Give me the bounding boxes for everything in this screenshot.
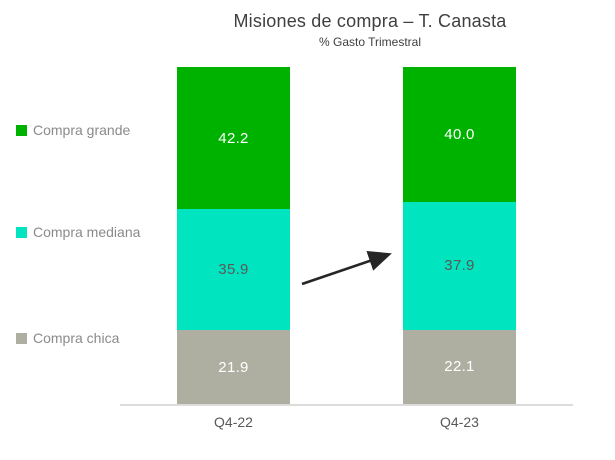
legend-item-compra-grande: Compra grande <box>16 121 130 139</box>
x-axis-line <box>120 404 573 406</box>
segment-value-label: 40.0 <box>444 125 475 143</box>
segment-compra-mediana-q4-22: 35.9 <box>177 209 290 331</box>
legend-swatch-compra-chica-icon <box>16 332 27 344</box>
legend-item-compra-chica: Compra chica <box>16 329 119 347</box>
x-axis-label-q4-23: Q4-23 <box>440 414 479 430</box>
chart-title: Misiones de compra – T. Canasta <box>233 11 507 31</box>
chart-subtitle: % Gasto Trimestral <box>318 35 422 49</box>
segment-compra-grande-q4-23: 40.0 <box>403 67 516 202</box>
stacked-bar-q4-22: 42.2 35.9 21.9 <box>177 67 290 404</box>
legend-label-compra-mediana: Compra mediana <box>33 224 141 240</box>
stacked-bar-q4-23: 40.0 37.9 22.1 <box>403 67 516 404</box>
segment-value-label: 21.9 <box>218 358 249 376</box>
segment-value-label: 35.9 <box>218 261 249 279</box>
legend-item-compra-mediana: Compra mediana <box>16 223 140 241</box>
x-axis-label-q4-22: Q4-22 <box>214 414 253 430</box>
legend-swatch-compra-grande-icon <box>16 124 27 136</box>
legend-label-compra-grande: Compra grande <box>33 122 131 138</box>
segment-value-label: 37.9 <box>444 257 475 275</box>
segment-compra-chica-q4-22: 21.9 <box>177 330 290 404</box>
segment-value-label: 22.1 <box>444 358 475 376</box>
segment-compra-chica-q4-23: 22.1 <box>403 329 516 404</box>
segment-compra-mediana-q4-23: 37.9 <box>403 201 516 330</box>
segment-value-label: 42.2 <box>218 129 249 147</box>
chart-header: Misiones de compra – T. Canasta % Gasto … <box>145 11 595 49</box>
segment-compra-grande-q4-22: 42.2 <box>177 67 290 210</box>
legend-swatch-compra-mediana-icon <box>16 226 27 238</box>
trend-arrow-icon <box>301 251 392 286</box>
legend-label-compra-chica: Compra chica <box>33 330 120 346</box>
